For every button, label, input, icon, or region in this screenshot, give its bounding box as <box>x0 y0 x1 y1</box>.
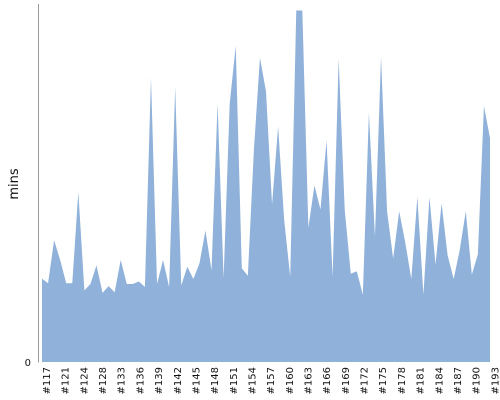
x-tick-label: #172 <box>360 367 371 394</box>
x-tick-label: #151 <box>229 367 240 394</box>
x-tick-label: #121 <box>61 367 72 394</box>
x-tick-label: #181 <box>416 367 427 394</box>
x-tick-label: #166 <box>322 367 333 394</box>
x-tick-label: #184 <box>434 367 445 394</box>
x-tick-label: #154 <box>248 367 259 394</box>
x-tick-label: #148 <box>210 367 221 394</box>
y-axis-ticks: 0 <box>25 358 31 369</box>
x-tick-label: #133 <box>117 367 128 394</box>
x-tick-label: #190 <box>472 367 483 394</box>
x-tick-label: #178 <box>397 367 408 394</box>
x-tick-label: #187 <box>453 367 464 394</box>
series-area <box>42 10 490 362</box>
x-tick-label: #163 <box>304 367 315 394</box>
x-tick-label: #169 <box>341 367 352 394</box>
x-tick-label: #128 <box>98 367 109 394</box>
x-tick-label: #175 <box>378 367 389 394</box>
x-tick-label: #117 <box>42 367 53 394</box>
x-tick-label: #193 <box>490 367 500 394</box>
y-tick-label: 0 <box>25 358 31 369</box>
x-tick-label: #139 <box>154 367 165 394</box>
y-axis-title: mins <box>7 168 22 200</box>
x-tick-label: #142 <box>173 367 184 394</box>
x-tick-label: #136 <box>135 367 146 394</box>
x-tick-label: #160 <box>285 367 296 394</box>
x-tick-label: #145 <box>191 367 202 394</box>
x-tick-label: #124 <box>79 367 90 394</box>
x-axis-ticks: #117 #121 #124 #128 #133 #136 #139 #142 #145 #148… <box>42 367 500 394</box>
x-tick-label: #157 <box>266 367 277 394</box>
